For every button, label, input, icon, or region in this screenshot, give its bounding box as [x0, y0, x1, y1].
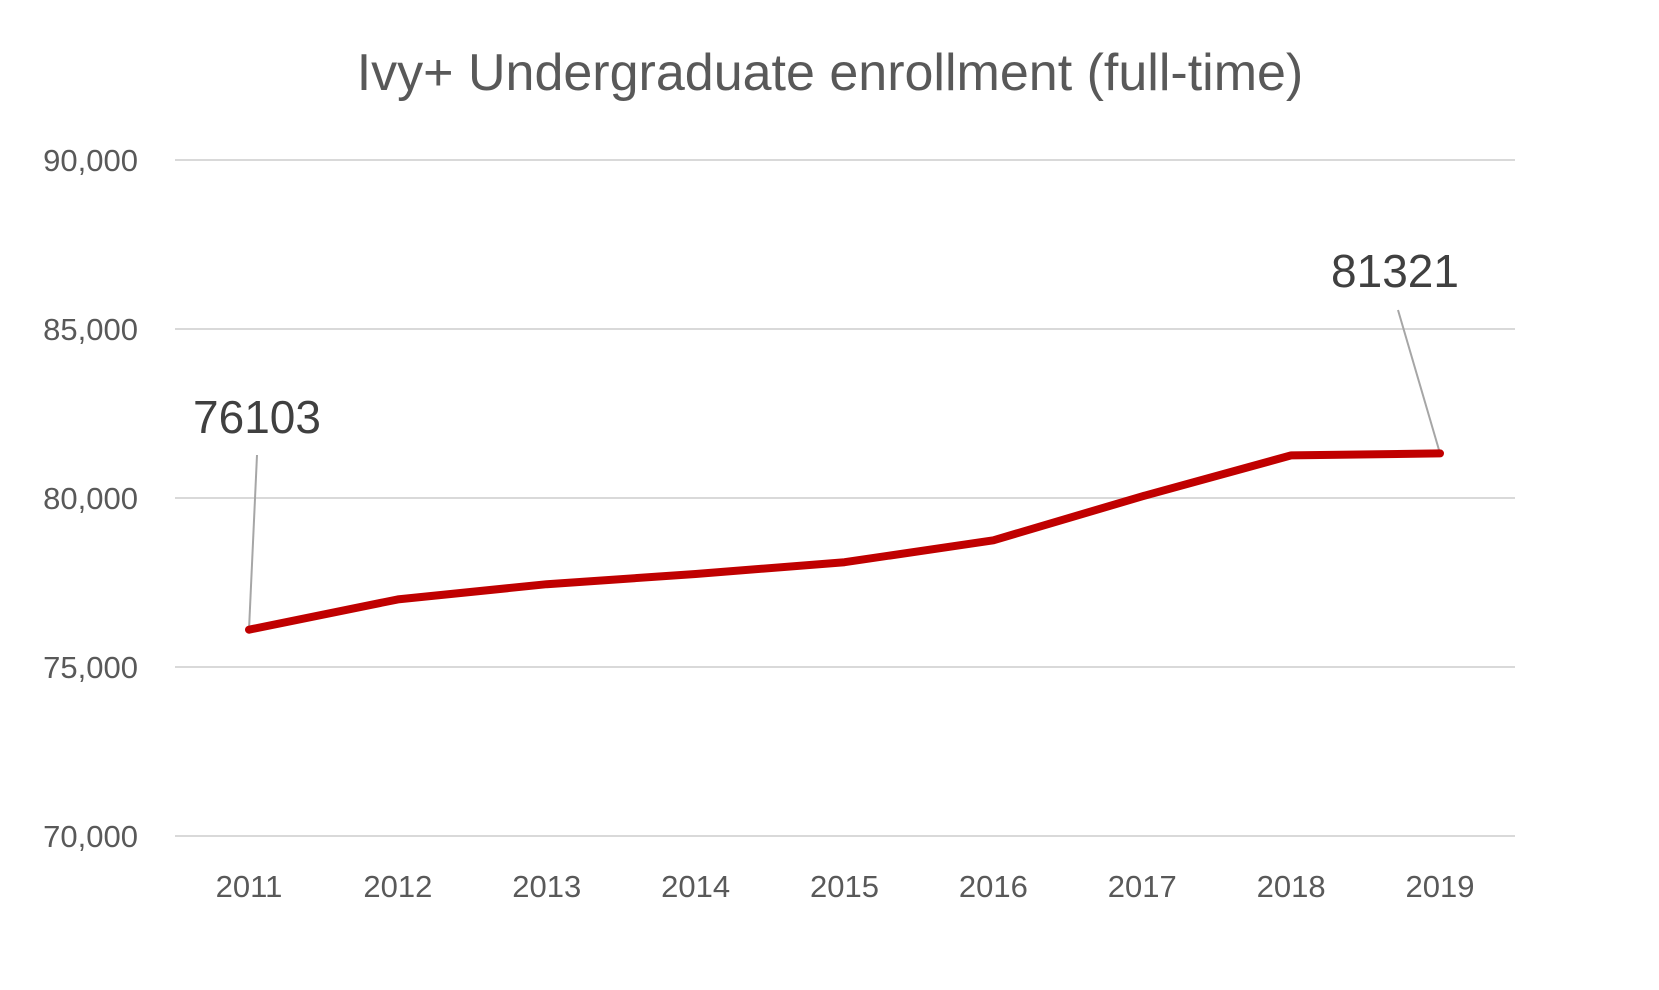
x-tick-label: 2016 — [959, 869, 1028, 904]
x-tick-label: 2013 — [512, 869, 581, 904]
x-tick-label: 2018 — [1257, 869, 1326, 904]
leader-line — [248, 454, 258, 630]
chart-title: Ivy+ Undergraduate enrollment (full-time… — [357, 44, 1304, 102]
x-tick-label: 2014 — [661, 869, 730, 904]
leader-line — [1397, 309, 1441, 454]
data-label: 81321 — [1331, 245, 1459, 297]
data-labels: 76103 81321 — [193, 245, 1459, 443]
leader-lines — [248, 309, 1441, 630]
x-tick-label: 2011 — [216, 869, 283, 904]
y-tick-label: 70,000 — [43, 819, 138, 854]
y-tick-label: 85,000 — [43, 312, 138, 347]
y-tick-label: 75,000 — [43, 650, 138, 685]
x-tick-label: 2017 — [1108, 869, 1177, 904]
series-lines — [245, 449, 1444, 634]
x-tick-label: 2012 — [363, 869, 432, 904]
y-tick-label: 90,000 — [43, 143, 138, 178]
series-line — [245, 449, 1444, 634]
x-tick-label: 2019 — [1406, 869, 1475, 904]
data-label: 76103 — [193, 391, 321, 443]
x-axis-ticks: 2011 2012 2013 2014 2015 2016 2017 2018 2019 — [216, 869, 1475, 904]
x-tick-label: 2015 — [810, 869, 879, 904]
y-axis-ticks: 70,000 75,000 80,000 85,000 90,000 — [43, 143, 138, 854]
gridlines — [175, 159, 1515, 837]
y-tick-label: 80,000 — [43, 481, 138, 516]
